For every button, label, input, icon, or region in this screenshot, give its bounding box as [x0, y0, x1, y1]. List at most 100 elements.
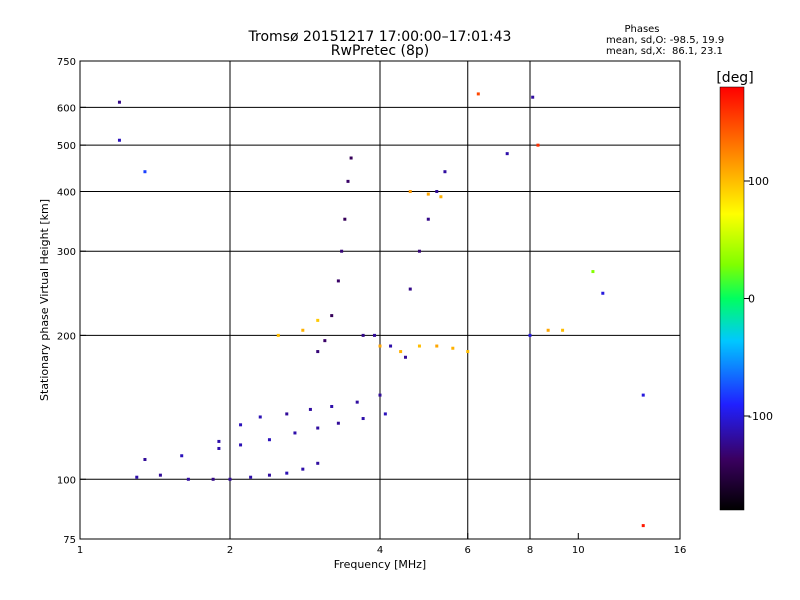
echo-point	[143, 170, 147, 174]
colorbar-tick-label: 100	[748, 175, 769, 188]
y-tick-label: 750	[57, 57, 76, 68]
echo-point	[361, 417, 365, 421]
axis-ticks: 1 2 4 6 8 10 16 75 100 200 300 400 500 600 750	[57, 57, 686, 556]
echo-point	[417, 249, 421, 253]
echo-point	[239, 423, 243, 427]
echo-point	[439, 195, 443, 199]
echo-point	[285, 412, 289, 416]
echo-point	[378, 393, 382, 397]
echo-point	[323, 339, 327, 343]
echo-point	[301, 328, 305, 332]
echo-point	[505, 152, 509, 156]
echo-point	[258, 415, 262, 419]
grid	[80, 61, 680, 539]
y-tick-label: 75	[63, 535, 76, 546]
x-tick-label: 2	[227, 545, 233, 556]
echo-point	[330, 314, 334, 318]
x-axis-label: Frequency [MHz]	[334, 558, 426, 571]
echo-points	[117, 92, 645, 528]
echo-point	[641, 393, 645, 397]
echo-point	[417, 344, 421, 348]
echo-point	[641, 524, 645, 528]
echo-point	[399, 350, 403, 354]
echo-point	[336, 279, 340, 283]
echo-point	[466, 350, 470, 354]
echo-point	[435, 344, 439, 348]
x-tick-label: 16	[674, 545, 687, 556]
echo-point	[267, 473, 271, 477]
echo-point	[217, 446, 221, 450]
echo-point	[355, 400, 359, 404]
echo-point	[267, 438, 271, 442]
echo-point	[308, 407, 312, 411]
colorbar-ticks: 100 0 -100	[744, 175, 773, 423]
y-tick-label: 500	[57, 141, 76, 152]
echo-point	[316, 461, 320, 465]
echo-point	[117, 138, 121, 142]
y-tick-label: 400	[57, 187, 76, 198]
echo-point	[249, 475, 253, 479]
echo-point	[601, 291, 605, 295]
echo-point	[343, 217, 347, 221]
echo-point	[316, 426, 320, 430]
y-tick-label: 600	[57, 103, 76, 114]
echo-point	[330, 404, 334, 408]
colorbar-label: [deg]	[716, 70, 753, 86]
echo-point	[316, 318, 320, 322]
echo-point	[408, 189, 412, 193]
chart-subtitle: RwPretec (8p)	[331, 43, 429, 59]
phase-stats-o: mean, sd,O: -98.5, 19.9	[606, 35, 724, 46]
echo-point	[426, 192, 430, 196]
colorbar-tick-label: -100	[748, 410, 773, 423]
echo-point	[276, 333, 280, 337]
colorbar-tick-label: 0	[748, 293, 755, 306]
echo-point	[451, 346, 455, 350]
colorbar	[719, 86, 745, 511]
echo-point	[301, 467, 305, 471]
echo-point	[340, 249, 344, 253]
echo-point	[378, 344, 382, 348]
echo-point	[591, 270, 595, 274]
echo-point	[228, 477, 232, 481]
phase-stats-heading: Phases	[624, 24, 659, 35]
x-tick-label: 8	[527, 545, 533, 556]
phase-stats-x: mean, sd,X: 86.1, 23.1	[606, 46, 723, 57]
echo-point	[346, 179, 350, 183]
echo-point	[285, 471, 289, 475]
echo-point	[383, 412, 387, 416]
echo-point	[536, 143, 540, 147]
echo-point	[158, 473, 162, 477]
echo-point	[476, 92, 480, 96]
echo-point	[531, 95, 535, 99]
y-tick-label: 200	[57, 331, 76, 342]
echo-point	[443, 170, 447, 174]
echo-point	[349, 156, 353, 160]
echo-point	[143, 457, 147, 461]
echo-point	[135, 475, 139, 479]
echo-point	[293, 431, 297, 435]
x-tick-label: 4	[377, 545, 383, 556]
echo-point	[408, 287, 412, 291]
echo-point	[117, 100, 121, 104]
x-tick-label: 6	[465, 545, 471, 556]
chart-title: Tromsø 20151217 17:00:00–17:01:43	[248, 29, 512, 45]
x-tick-label: 10	[572, 545, 585, 556]
echo-point	[211, 477, 215, 481]
echo-point	[180, 454, 184, 458]
echo-point	[239, 443, 243, 447]
echo-point	[217, 439, 221, 443]
echo-point	[389, 344, 393, 348]
echo-point	[373, 333, 377, 337]
y-tick-label: 300	[57, 247, 76, 258]
echo-point	[316, 350, 320, 354]
y-axis-label: Stationary phase Virtual Height [km]	[38, 199, 51, 401]
echo-point	[435, 189, 439, 193]
echo-point	[546, 328, 550, 332]
y-tick-label: 100	[57, 475, 76, 486]
echo-point	[403, 355, 407, 359]
echo-point	[186, 477, 190, 481]
echo-point	[426, 217, 430, 221]
echo-point	[336, 421, 340, 425]
echo-point	[361, 333, 365, 337]
